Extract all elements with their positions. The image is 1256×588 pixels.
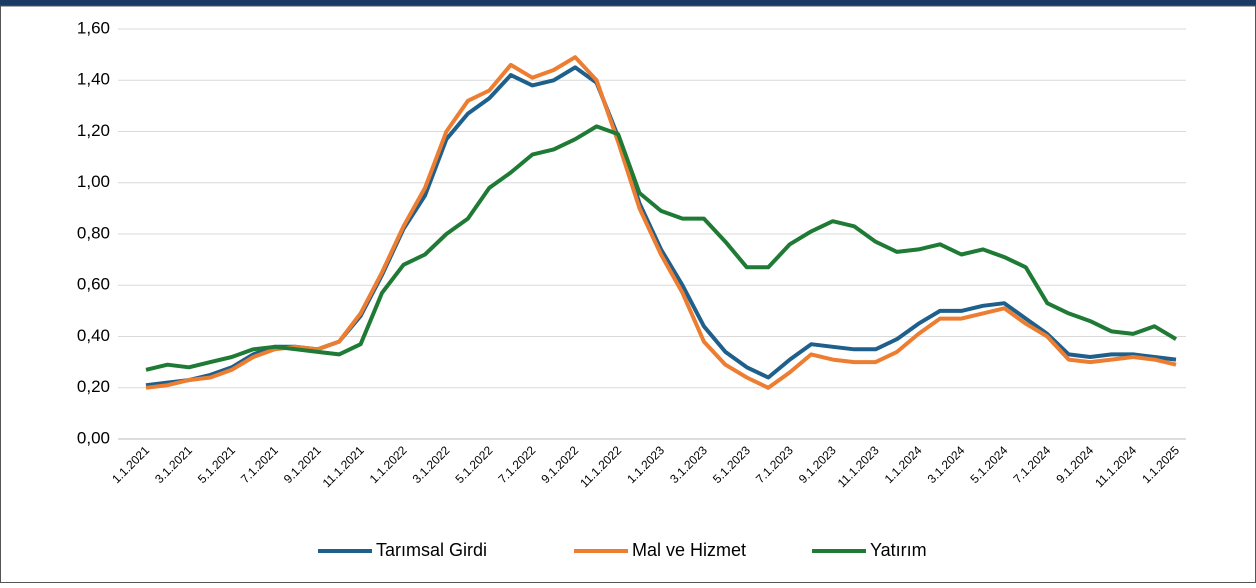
x-tick-label: 5.1.2021 bbox=[195, 443, 238, 486]
y-tick-label: 0,20 bbox=[77, 377, 110, 396]
y-tick-label: 0,40 bbox=[77, 326, 110, 345]
x-tick-label: 9.1.2024 bbox=[1053, 443, 1096, 486]
x-tick-label: 11.1.2024 bbox=[1092, 443, 1139, 490]
x-tick-label: 1.1.2024 bbox=[882, 443, 925, 486]
y-tick-label: 1,60 bbox=[77, 18, 110, 37]
y-tick-label: 0,60 bbox=[77, 275, 110, 294]
x-tick-label: 5.1.2024 bbox=[968, 443, 1011, 486]
legend-label: Mal ve Hizmet bbox=[632, 540, 746, 560]
x-tick-label: 9.1.2021 bbox=[281, 443, 324, 486]
x-tick-label: 1.1.2021 bbox=[109, 443, 152, 486]
top-band bbox=[0, 0, 1256, 6]
x-tick-label: 11.1.2023 bbox=[835, 443, 882, 490]
legend-label: Yatırım bbox=[870, 540, 927, 560]
x-tick-label: 5.1.2023 bbox=[710, 443, 753, 486]
x-tick-label: 3.1.2024 bbox=[925, 443, 968, 486]
x-tick-label: 11.1.2021 bbox=[320, 443, 367, 490]
y-tick-label: 0,80 bbox=[77, 223, 110, 242]
x-tick-label: 7.1.2022 bbox=[495, 443, 538, 486]
x-tick-label: 5.1.2022 bbox=[453, 443, 496, 486]
x-tick-label: 1.1.2022 bbox=[367, 443, 410, 486]
x-tick-label: 3.1.2022 bbox=[410, 443, 453, 486]
legend-label: Tarımsal Girdi bbox=[376, 540, 487, 560]
series-line bbox=[145, 124, 1178, 372]
x-tick-label: 1.1.2023 bbox=[624, 443, 667, 486]
x-tick-label: 1.1.2025 bbox=[1139, 443, 1182, 486]
y-tick-label: 1,00 bbox=[77, 172, 110, 191]
y-tick-label: 0,00 bbox=[77, 428, 110, 447]
x-tick-label: 9.1.2022 bbox=[538, 443, 581, 486]
frame bbox=[0, 5, 1256, 583]
series-line bbox=[145, 65, 1177, 388]
x-tick-label: 9.1.2023 bbox=[796, 443, 839, 486]
x-tick-label: 3.1.2023 bbox=[667, 443, 710, 486]
x-tick-label: 7.1.2021 bbox=[238, 443, 281, 486]
y-tick-label: 1,20 bbox=[77, 121, 110, 140]
x-tick-label: 3.1.2021 bbox=[152, 443, 195, 486]
x-tick-label: 11.1.2022 bbox=[577, 443, 624, 490]
y-tick-label: 1,40 bbox=[77, 70, 110, 89]
x-tick-label: 7.1.2024 bbox=[1010, 443, 1053, 486]
series-line bbox=[145, 55, 1177, 390]
x-tick-label: 7.1.2023 bbox=[753, 443, 796, 486]
